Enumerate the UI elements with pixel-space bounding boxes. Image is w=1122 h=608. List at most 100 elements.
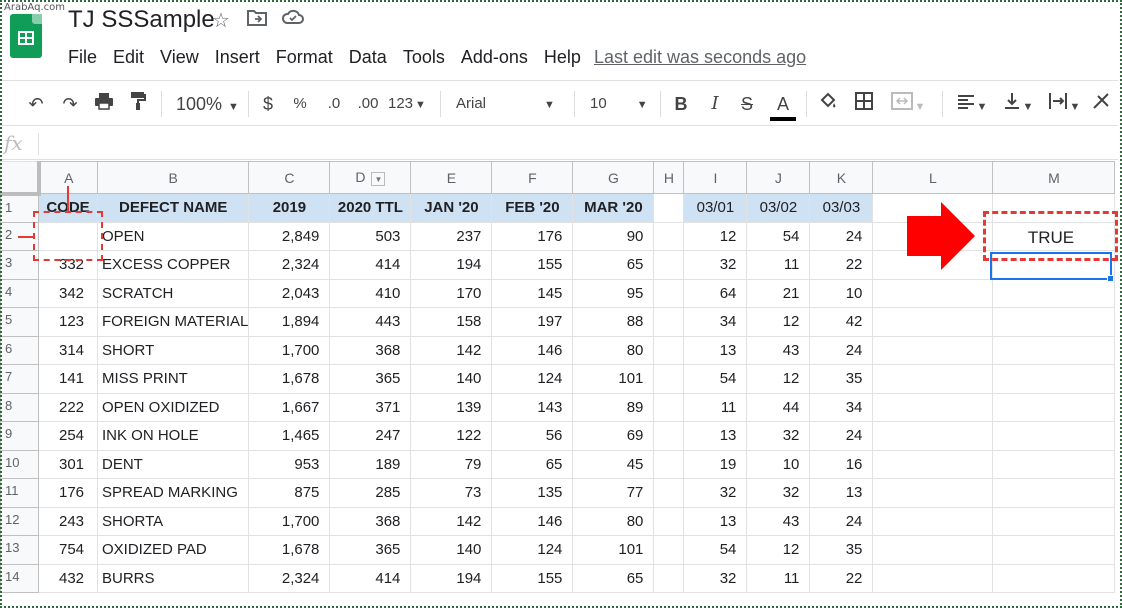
cell[interactable]: [872, 506, 994, 536]
menu-edit[interactable]: Edit: [113, 47, 145, 67]
cell[interactable]: 13: [683, 421, 748, 451]
cell[interactable]: 77: [572, 478, 655, 508]
cell[interactable]: 143: [491, 392, 574, 422]
text-color-button[interactable]: A: [770, 91, 796, 121]
row-header[interactable]: 14: [0, 563, 39, 593]
cell[interactable]: 65: [572, 563, 655, 593]
cell[interactable]: 43: [746, 335, 811, 365]
cell[interactable]: 1,465: [248, 421, 331, 451]
cell[interactable]: 34: [683, 307, 748, 337]
header-cell[interactable]: 2019: [248, 193, 331, 223]
cell[interactable]: 342: [38, 278, 98, 308]
cell[interactable]: 237: [410, 221, 493, 251]
undo-icon[interactable]: ↶: [28, 94, 44, 114]
cell[interactable]: [872, 392, 994, 422]
cell[interactable]: 65: [491, 449, 574, 479]
cell[interactable]: 314: [38, 335, 98, 365]
cell[interactable]: 95: [572, 278, 655, 308]
cell[interactable]: 35: [809, 364, 874, 394]
cell[interactable]: [992, 221, 1116, 251]
cell[interactable]: 155: [491, 250, 574, 280]
menu-view[interactable]: View: [160, 47, 199, 67]
cell[interactable]: 1,678: [248, 535, 331, 565]
cell[interactable]: [872, 421, 994, 451]
cell[interactable]: 754: [38, 535, 98, 565]
row-header[interactable]: 3: [0, 250, 39, 280]
cell[interactable]: SPREAD MARKING: [96, 478, 250, 508]
menu-addons[interactable]: Add-ons: [460, 47, 528, 67]
text-wrapping-icon[interactable]: ▼: [1044, 91, 1084, 117]
cell[interactable]: 1,894: [248, 307, 331, 337]
cell[interactable]: 11: [746, 250, 811, 280]
horizontal-align-icon[interactable]: ▼: [952, 91, 992, 117]
cell[interactable]: DENT: [96, 449, 250, 479]
cell[interactable]: 101: [572, 535, 655, 565]
cell[interactable]: [992, 478, 1116, 508]
cell[interactable]: 135: [491, 478, 574, 508]
cell[interactable]: 243: [38, 506, 98, 536]
text-rotation-icon[interactable]: [1090, 91, 1114, 117]
cell[interactable]: 432: [38, 563, 98, 593]
cell[interactable]: 953: [248, 449, 331, 479]
cell[interactable]: 32: [746, 478, 811, 508]
cell[interactable]: [992, 535, 1116, 565]
cell[interactable]: 146: [491, 335, 574, 365]
cell[interactable]: [992, 250, 1116, 280]
cell[interactable]: 89: [572, 392, 655, 422]
cell[interactable]: 42: [809, 307, 874, 337]
cell[interactable]: 64: [683, 278, 748, 308]
increase-decimal-button[interactable]: .00: [357, 95, 379, 112]
cell[interactable]: [653, 307, 685, 337]
cell[interactable]: 24: [809, 221, 874, 251]
star-icon[interactable]: ☆: [212, 10, 230, 32]
cell[interactable]: 123: [38, 307, 98, 337]
header-cell[interactable]: 2020 TTL: [329, 193, 412, 223]
cell[interactable]: [992, 563, 1116, 593]
cell[interactable]: 32: [683, 478, 748, 508]
row-header[interactable]: 8: [0, 392, 39, 422]
cell[interactable]: 22: [809, 250, 874, 280]
cell[interactable]: 414: [329, 250, 412, 280]
column-header-k[interactable]: K: [809, 161, 874, 194]
cell[interactable]: 368: [329, 506, 412, 536]
cell[interactable]: 10: [809, 278, 874, 308]
cell[interactable]: MISS PRINT: [96, 364, 250, 394]
cell[interactable]: [653, 250, 685, 280]
row-header[interactable]: 11: [0, 478, 39, 508]
row-header[interactable]: 4: [0, 278, 39, 308]
strikethrough-button[interactable]: S: [740, 94, 753, 114]
vertical-align-icon[interactable]: ▼: [998, 91, 1038, 117]
header-cell[interactable]: 03/01: [683, 193, 748, 223]
cell[interactable]: 301: [38, 449, 98, 479]
cell[interactable]: BURRS: [96, 563, 250, 593]
cell[interactable]: [872, 535, 994, 565]
cell[interactable]: [872, 335, 994, 365]
column-header-g[interactable]: G: [572, 161, 655, 194]
cell[interactable]: 90: [572, 221, 655, 251]
cell[interactable]: 73: [410, 478, 493, 508]
selected-cell[interactable]: [990, 252, 1114, 282]
cell[interactable]: [653, 478, 685, 508]
cell[interactable]: [992, 335, 1116, 365]
header-cell[interactable]: 03/02: [746, 193, 811, 223]
cell[interactable]: 45: [572, 449, 655, 479]
cell[interactable]: 11: [746, 563, 811, 593]
cell[interactable]: 12: [746, 535, 811, 565]
cell[interactable]: [992, 307, 1116, 337]
cell[interactable]: [872, 307, 994, 337]
cell[interactable]: [653, 563, 685, 593]
cell[interactable]: 2,324: [248, 563, 331, 593]
cell[interactable]: [653, 364, 685, 394]
cell[interactable]: [653, 506, 685, 536]
last-edit-link[interactable]: Last edit was seconds ago: [594, 47, 807, 67]
cell[interactable]: [992, 278, 1116, 308]
cell[interactable]: 247: [329, 421, 412, 451]
cell[interactable]: 155: [491, 563, 574, 593]
cell[interactable]: 24: [809, 421, 874, 451]
cell[interactable]: [872, 364, 994, 394]
header-cell[interactable]: JAN '20: [410, 193, 493, 223]
cell[interactable]: 145: [491, 278, 574, 308]
currency-format-button[interactable]: $: [262, 94, 273, 114]
cell[interactable]: 368: [329, 335, 412, 365]
row-header[interactable]: 12: [0, 506, 39, 536]
